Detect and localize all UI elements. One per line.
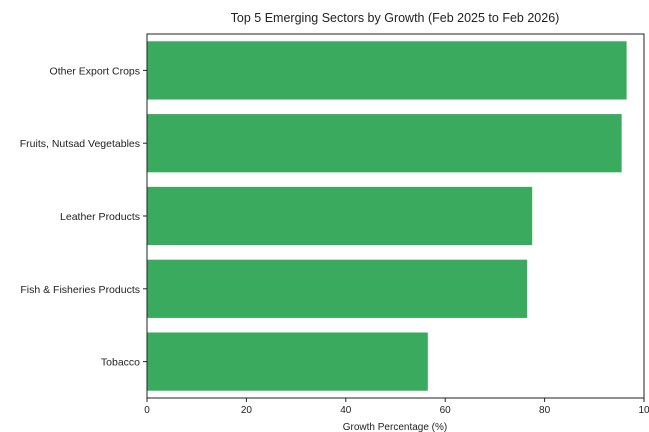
x-axis-label: Growth Percentage (%) [343, 422, 448, 432]
y-tick-label-4: Tobacco [101, 357, 140, 369]
bar-0 [147, 41, 627, 100]
x-tick-label-5: 10 [638, 405, 649, 416]
x-tick-label-1: 20 [241, 405, 253, 416]
y-tick-label-0: Other Export Crops [50, 65, 140, 77]
y-tick-labels: Other Export Crops Fruits, Nutsad Vegetab… [20, 65, 147, 369]
bar-3 [147, 259, 528, 318]
bar-4 [147, 332, 428, 391]
x-tick-label-4: 80 [539, 405, 551, 416]
x-tick-label-3: 60 [440, 405, 452, 416]
bars-group [147, 41, 627, 391]
y-tick-label-3: Fish & Fisheries Products [20, 284, 140, 296]
plot-frame [146, 33, 645, 399]
y-tick-label-2: Leather Products [60, 211, 140, 223]
chart-title: Top 5 Emerging Sectors by Growth (Feb 20… [231, 11, 560, 25]
y-tick-label-1: Fruits, Nutsad Vegetables [20, 138, 140, 150]
x-ticks: 0 20 40 60 80 10 [144, 398, 649, 416]
bar-1 [147, 114, 622, 173]
x-tick-label-2: 40 [340, 405, 352, 416]
x-tick-label-0: 0 [144, 405, 150, 416]
bar-2 [147, 186, 533, 246]
